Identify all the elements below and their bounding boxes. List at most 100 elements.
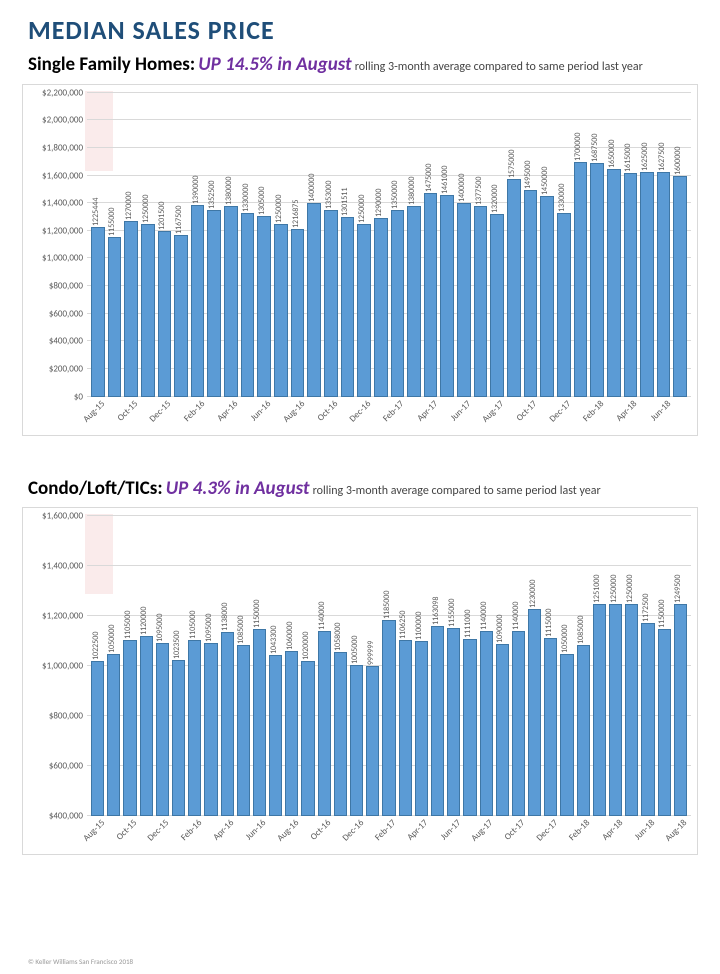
bar: 1150000 bbox=[658, 629, 671, 817]
bar-column: 1495000Oct-17 bbox=[524, 93, 538, 397]
x-axis-label: Jun-18 bbox=[632, 818, 657, 843]
bar-value-label: 1185000 bbox=[382, 591, 392, 619]
bar: 1060000 bbox=[285, 651, 298, 816]
bar-column: 1380000 bbox=[407, 93, 421, 397]
bar: 1380000 bbox=[224, 206, 238, 397]
tail: rolling 3-month average compared to same… bbox=[355, 60, 643, 74]
y-axis-label: $400,000 bbox=[23, 811, 83, 822]
bar: 1050000 bbox=[107, 654, 120, 817]
bar-value-label: 1377500 bbox=[474, 177, 484, 205]
bar-value-label: 1090000 bbox=[495, 614, 505, 642]
x-axis-label: Feb-16 bbox=[178, 818, 204, 844]
bar-column: 1330000 bbox=[241, 93, 255, 397]
bar: 1090000 bbox=[496, 644, 509, 817]
bar-value-label: 1350000 bbox=[390, 181, 400, 209]
x-axis-label: Feb-18 bbox=[581, 398, 607, 424]
x-axis-label: Feb-17 bbox=[381, 398, 407, 424]
bar-value-label: 1320000 bbox=[490, 185, 500, 213]
bar-value-label: 1400000 bbox=[457, 174, 467, 202]
x-axis-label: Aug-16 bbox=[275, 818, 301, 844]
bar-value-label: 1600000 bbox=[673, 146, 683, 174]
bar-value-label: 1106250 bbox=[398, 610, 408, 638]
bar-column: 1106250 bbox=[399, 516, 412, 816]
bar-value-label: 1085000 bbox=[236, 616, 246, 644]
bar-value-label: 1115000 bbox=[544, 608, 554, 636]
x-axis-label: Apr-17 bbox=[415, 398, 440, 423]
bar-value-label: 1150000 bbox=[252, 599, 262, 627]
bar: 1251000 bbox=[593, 604, 606, 817]
x-axis-label: Dec-17 bbox=[534, 818, 560, 844]
bar-value-label: 1230000 bbox=[528, 579, 538, 607]
x-axis-label: Oct-15 bbox=[115, 398, 140, 423]
bar-column: 1138000Apr-16 bbox=[221, 516, 234, 816]
bar: 1023500 bbox=[172, 660, 185, 816]
bar-column: 1115000Dec-17 bbox=[544, 516, 557, 816]
bar-column: 1251000 bbox=[593, 516, 606, 816]
chart: $400,000$600,000$800,000$1,000,000$1,200… bbox=[22, 507, 698, 855]
bar-value-label: 1250000 bbox=[357, 195, 367, 223]
bar-value-label: 1060000 bbox=[285, 622, 295, 650]
x-axis-label: Apr-18 bbox=[600, 818, 625, 843]
y-axis-label: $1,400,000 bbox=[23, 198, 83, 209]
bar: 1305000 bbox=[257, 216, 271, 396]
x-axis-label: Aug-17 bbox=[469, 818, 495, 844]
bar-column: 1650000 bbox=[607, 93, 621, 397]
bar-column: 1400000 bbox=[307, 93, 321, 397]
bar: 1687500 bbox=[590, 163, 604, 396]
bar: 1475000 bbox=[424, 193, 438, 397]
bar-value-label: 1380000 bbox=[224, 177, 234, 205]
bar-column: 1475000Apr-17 bbox=[424, 93, 438, 397]
x-axis-label: Aug-18 bbox=[663, 818, 689, 844]
bar-column: 1225444Aug-15 bbox=[91, 93, 105, 397]
bar-column: 1230000 bbox=[528, 516, 541, 816]
bar-column: 1155000Jun-17 bbox=[447, 516, 460, 816]
x-axis-label: Apr-17 bbox=[405, 818, 430, 843]
bars: 1022500Aug-1510500001105000Oct-151120000… bbox=[87, 516, 691, 816]
plot-area: $0$200,000$400,000$600,000$800,000$1,000… bbox=[87, 93, 691, 397]
x-axis-label: Dec-15 bbox=[148, 398, 174, 424]
bar-value-label: 1140000 bbox=[317, 602, 327, 630]
bar-value-label: 1095000 bbox=[204, 613, 214, 641]
bar-column: 1250000 bbox=[274, 93, 288, 397]
bar-column: 1450000 bbox=[540, 93, 554, 397]
bar-value-label: 1475000 bbox=[424, 163, 434, 191]
bar-value-label: 1167500 bbox=[174, 206, 184, 234]
bar-column: 1085000 bbox=[237, 516, 250, 816]
bar-value-label: 1450000 bbox=[540, 167, 550, 195]
y-axis-label: $1,400,000 bbox=[23, 561, 83, 572]
bar-column: 1058000 bbox=[334, 516, 347, 816]
bar: 1085000 bbox=[577, 645, 590, 816]
y-axis-label: $1,800,000 bbox=[23, 142, 83, 153]
bar: 1400000 bbox=[457, 203, 471, 396]
bar-value-label: 1400000 bbox=[307, 174, 317, 202]
bar: 1352500 bbox=[207, 210, 221, 397]
bar-column: 1270000Oct-15 bbox=[124, 93, 138, 397]
bar-value-label: 1249500 bbox=[673, 575, 683, 603]
bar-value-label: 1305000 bbox=[257, 187, 267, 215]
y-axis-label: $1,600,000 bbox=[23, 170, 83, 181]
bar-value-label: 1111000 bbox=[463, 609, 473, 637]
x-axis-label: Aug-16 bbox=[280, 398, 306, 424]
bar: 1201500 bbox=[158, 231, 172, 397]
bar: 1250000 bbox=[609, 604, 622, 817]
bar-column: 1216875Aug-16 bbox=[291, 93, 305, 397]
x-axis-label: Jun-18 bbox=[648, 398, 673, 423]
bar-column: 1700000 bbox=[574, 93, 588, 397]
y-axis-label: $1,600,000 bbox=[23, 511, 83, 522]
bar-value-label: 1250000 bbox=[274, 195, 284, 223]
bar-value-label: 1216875 bbox=[291, 199, 301, 227]
bar: 1022500 bbox=[91, 661, 104, 817]
x-axis-label: Dec-15 bbox=[146, 818, 172, 844]
bar: 1058000 bbox=[334, 652, 347, 817]
bar: 1150000 bbox=[253, 629, 266, 817]
bar: 1290000 bbox=[374, 218, 388, 396]
x-axis-label: Aug-17 bbox=[480, 398, 506, 424]
bar-column: 1060000Aug-16 bbox=[285, 516, 298, 816]
bar-value-label: 1380000 bbox=[407, 177, 417, 205]
bar-column: 1377500 bbox=[474, 93, 488, 397]
bar: 1250000 bbox=[625, 604, 638, 817]
bar-column: 1120000 bbox=[140, 516, 153, 816]
bars: 1225444Aug-1511550001270000Oct-151250000… bbox=[87, 93, 691, 397]
bar-value-label: 1330000 bbox=[241, 183, 251, 211]
bar: 1085000 bbox=[237, 645, 250, 816]
